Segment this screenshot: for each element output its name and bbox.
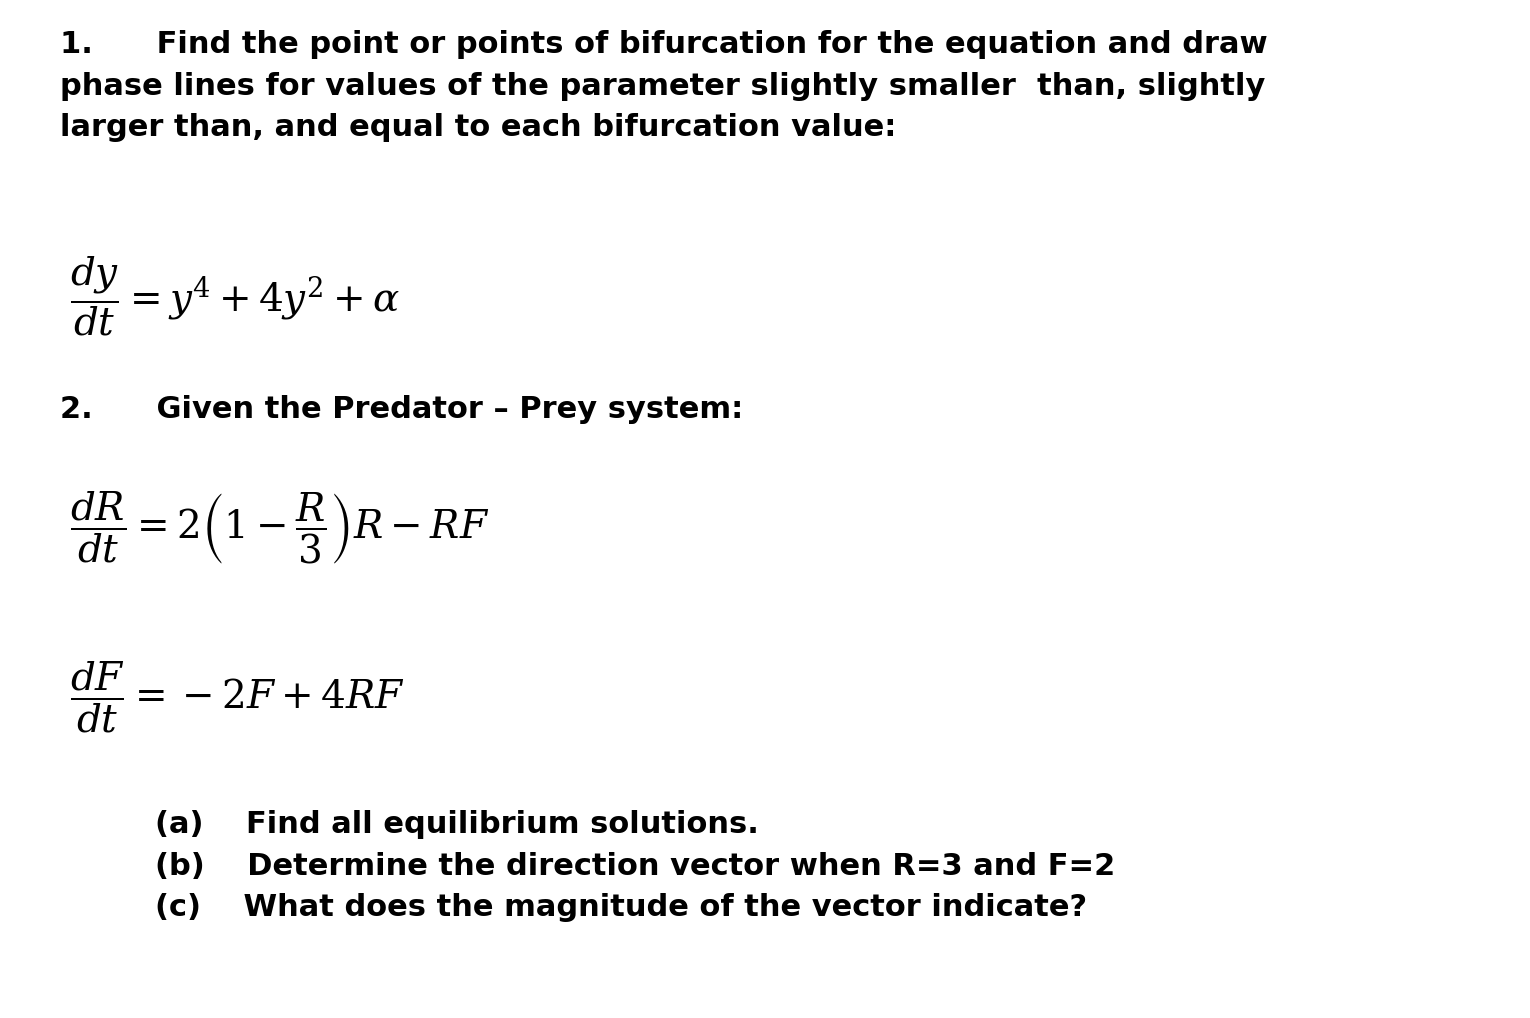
Text: $\dfrac{dR}{dt} = 2\left(1 - \dfrac{R}{3}\right)R - RF$: $\dfrac{dR}{dt} = 2\left(1 - \dfrac{R}{3… xyxy=(70,490,490,566)
Text: (a)    Find all equilibrium solutions.
(b)    Determine the direction vector whe: (a) Find all equilibrium solutions. (b) … xyxy=(155,810,1115,922)
Text: $\dfrac{dy}{dt} = y^4 + 4y^2 + \alpha$: $\dfrac{dy}{dt} = y^4 + 4y^2 + \alpha$ xyxy=(70,254,399,338)
Text: 2.      Given the Predator – Prey system:: 2. Given the Predator – Prey system: xyxy=(60,395,744,425)
Text: 1.      Find the point or points of bifurcation for the equation and draw
phase : 1. Find the point or points of bifurcati… xyxy=(60,30,1268,143)
Text: $\dfrac{dF}{dt} = -2F + 4RF$: $\dfrac{dF}{dt} = -2F + 4RF$ xyxy=(70,660,404,735)
